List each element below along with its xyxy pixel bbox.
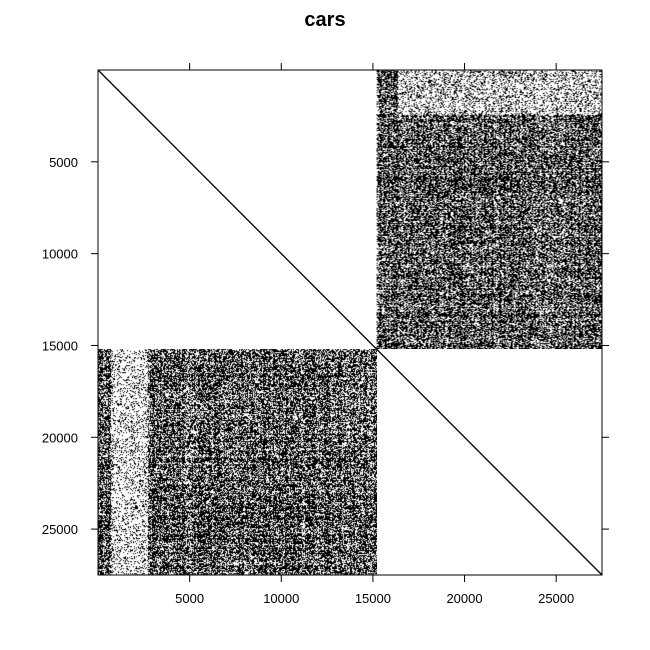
x-tick-label: 25000 [538, 591, 574, 606]
axis-ticks: 5000 10000 15000 20000 25000 5000 10000 15000 20… [42, 63, 609, 606]
y-tick-label: 10000 [42, 247, 78, 262]
sparsity-block [98, 349, 377, 576]
chart-title: cars [304, 9, 345, 31]
y-tick-label: 15000 [42, 338, 78, 353]
x-tick-label: 20000 [446, 591, 482, 606]
diagonal-line [97, 69, 603, 576]
x-tick-label: 5000 [175, 591, 204, 606]
y-tick-label: 25000 [42, 522, 78, 537]
sparsity-blocks [98, 70, 602, 576]
sparsity-block [376, 70, 602, 349]
x-tick-label: 10000 [263, 591, 299, 606]
y-tick-label: 20000 [42, 430, 78, 445]
x-tick-label: 15000 [355, 591, 391, 606]
y-tick-label: 5000 [49, 155, 78, 170]
plot-frame [97, 69, 603, 576]
